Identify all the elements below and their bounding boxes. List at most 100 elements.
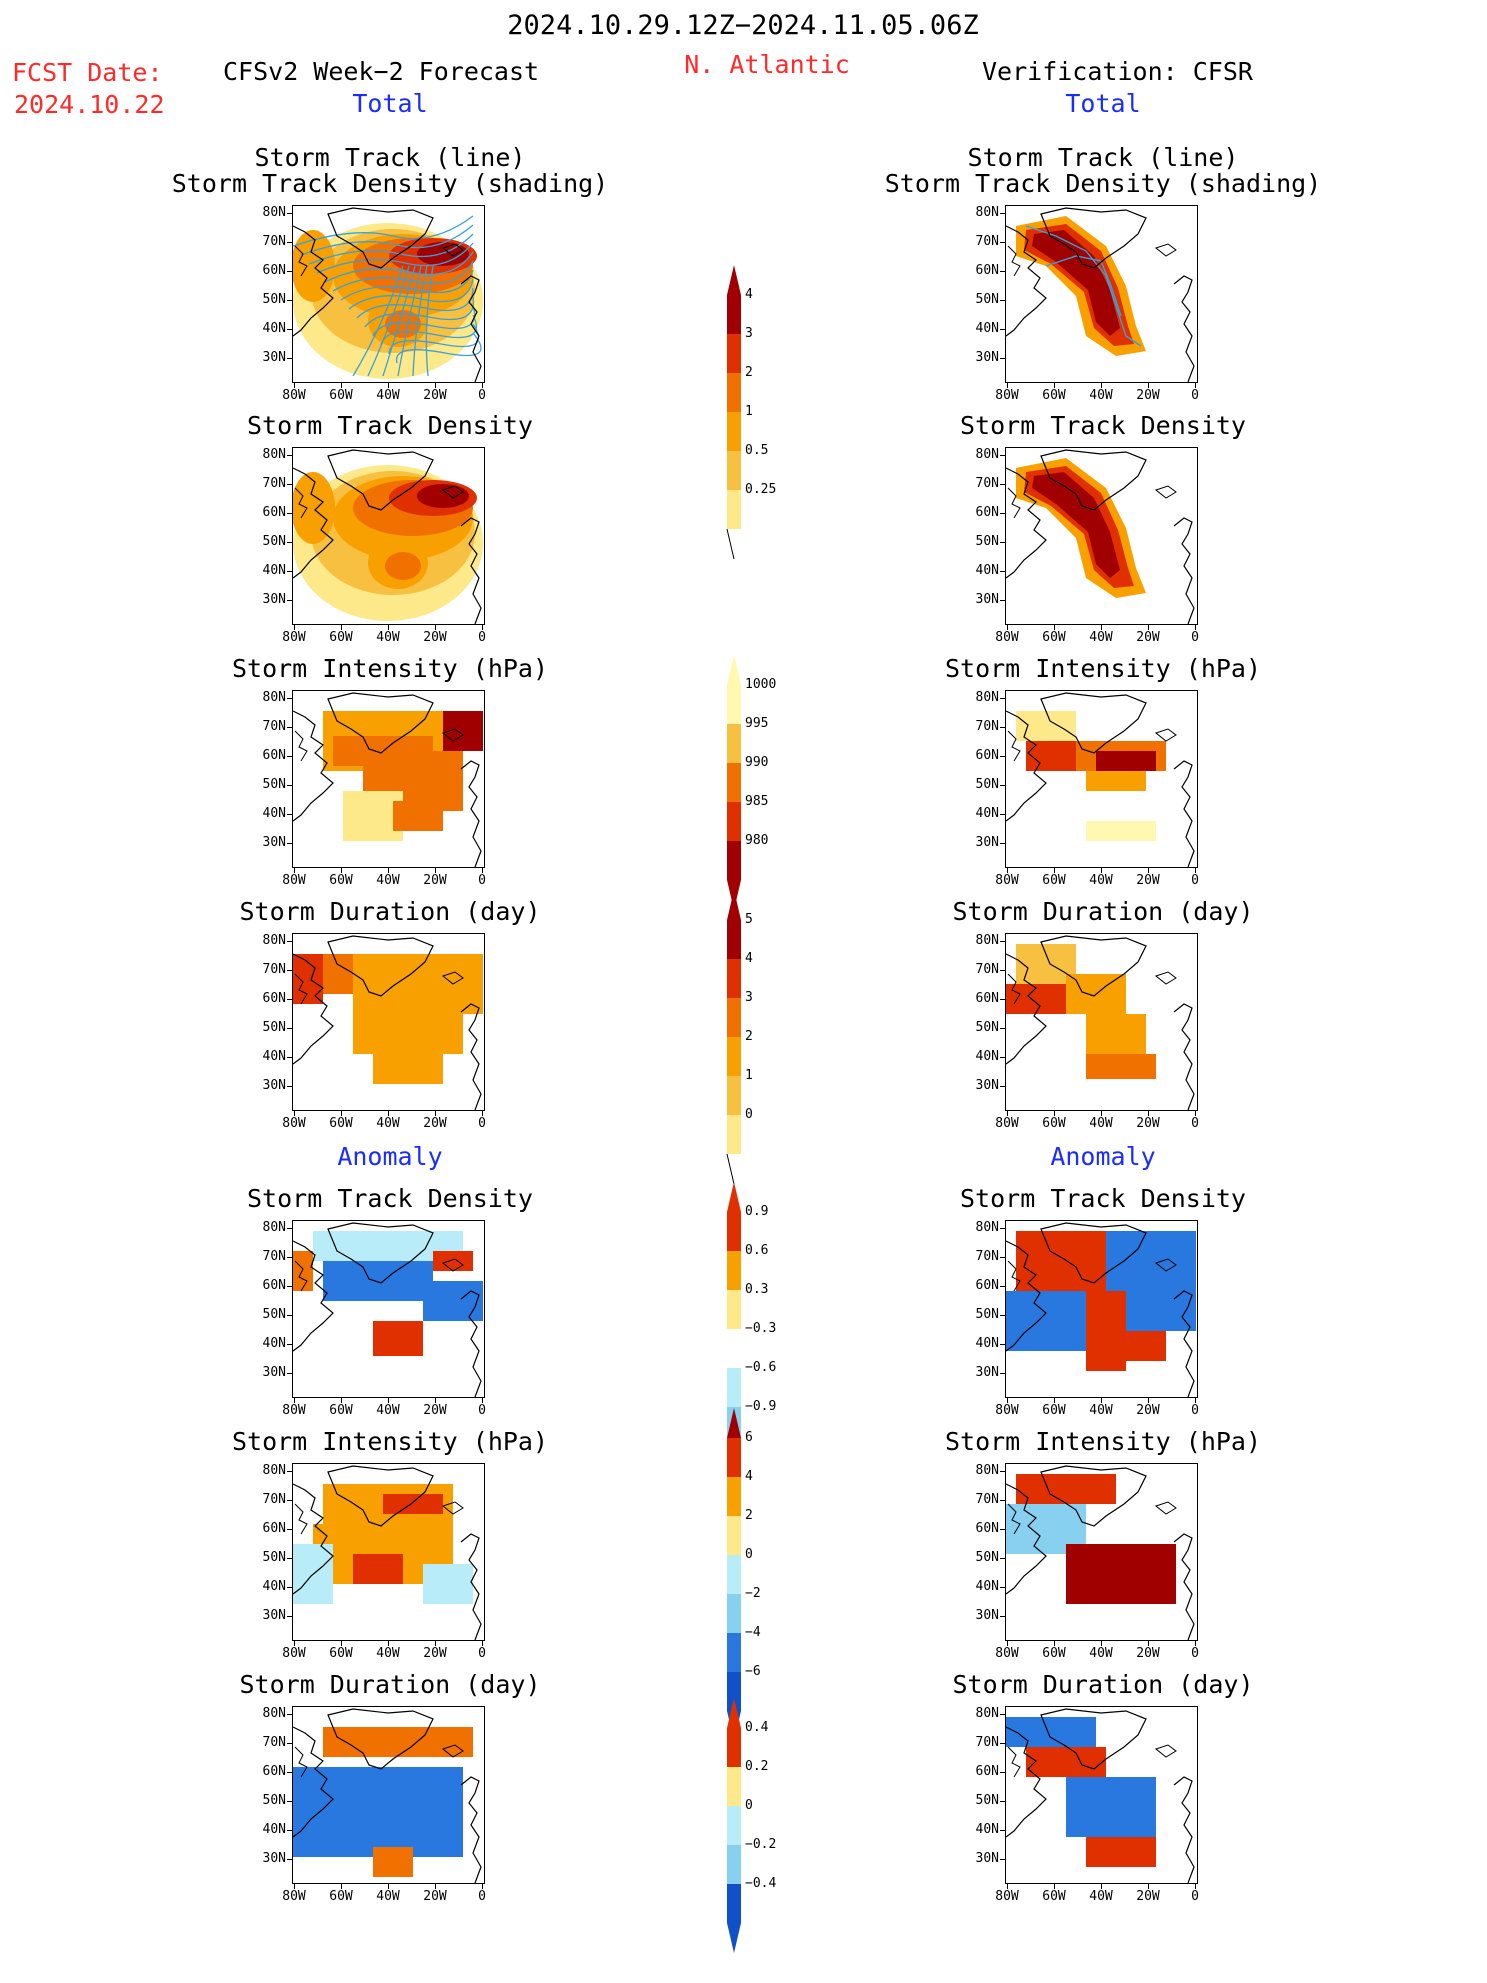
lon-tick bbox=[294, 1398, 295, 1403]
lat-label: 40N bbox=[975, 1822, 999, 1837]
lat-tick bbox=[287, 1529, 292, 1530]
lat-label: 50N bbox=[262, 1307, 286, 1322]
lat-tick bbox=[287, 941, 292, 942]
lon-tick bbox=[435, 868, 436, 873]
colorbar-label: 0.4 bbox=[745, 1720, 769, 1735]
lon-tick bbox=[1148, 868, 1149, 873]
lon-label: 0 bbox=[1191, 1646, 1199, 1661]
lon-tick bbox=[1101, 383, 1102, 388]
verification-anomaly-label: Anomaly bbox=[1050, 1142, 1156, 1171]
lat-tick bbox=[1000, 513, 1005, 514]
forecast-anomaly-label: Anomaly bbox=[337, 1142, 443, 1171]
lon-tick bbox=[482, 625, 483, 630]
lon-label: 60W bbox=[1042, 388, 1066, 403]
lon-tick bbox=[341, 868, 342, 873]
forecast-title: CFSv2 Week−2 Forecast bbox=[223, 57, 540, 86]
lon-tick bbox=[1101, 1884, 1102, 1889]
lat-tick bbox=[287, 1286, 292, 1287]
lon-tick bbox=[1195, 1884, 1196, 1889]
lat-tick bbox=[1000, 1743, 1005, 1744]
lon-tick bbox=[1054, 625, 1055, 630]
lat-tick bbox=[287, 571, 292, 572]
lon-tick bbox=[482, 1398, 483, 1403]
lat-label: 40N bbox=[262, 1822, 286, 1837]
map-field bbox=[293, 692, 483, 867]
lat-label: 50N bbox=[262, 534, 286, 549]
colorbar-density-total bbox=[726, 265, 741, 560]
lon-label: 80W bbox=[995, 873, 1019, 888]
lon-label: 0 bbox=[1191, 388, 1199, 403]
lat-label: 30N bbox=[262, 1365, 286, 1380]
lon-tick bbox=[1054, 1884, 1055, 1889]
lat-label: 40N bbox=[975, 563, 999, 578]
lon-tick bbox=[1054, 868, 1055, 873]
colorbar-label: 0.3 bbox=[745, 1282, 769, 1297]
panel-title: Storm Track Density (shading) bbox=[884, 169, 1322, 198]
lat-tick bbox=[1000, 1714, 1005, 1715]
lon-label: 60W bbox=[329, 388, 353, 403]
lat-label: 60N bbox=[975, 1764, 999, 1779]
lat-tick bbox=[287, 1714, 292, 1715]
lat-tick bbox=[287, 756, 292, 757]
lon-tick bbox=[435, 625, 436, 630]
lon-tick bbox=[341, 625, 342, 630]
lon-tick bbox=[388, 383, 389, 388]
lat-label: 40N bbox=[975, 806, 999, 821]
lon-tick bbox=[388, 1111, 389, 1116]
lat-tick bbox=[1000, 242, 1005, 243]
lon-tick bbox=[435, 1884, 436, 1889]
lat-label: 40N bbox=[975, 1049, 999, 1064]
colorbar-label: 980 bbox=[745, 833, 769, 848]
lon-tick bbox=[1195, 625, 1196, 630]
colorbar-label: −4 bbox=[745, 1625, 761, 1640]
colorbar-label: 0.6 bbox=[745, 1243, 769, 1258]
lon-tick bbox=[1007, 1398, 1008, 1403]
lon-label: 60W bbox=[1042, 1889, 1066, 1904]
lat-tick bbox=[287, 242, 292, 243]
lat-tick bbox=[287, 1772, 292, 1773]
lat-label: 30N bbox=[975, 1078, 999, 1093]
lon-label: 0 bbox=[478, 630, 486, 645]
lat-tick bbox=[1000, 1028, 1005, 1029]
lat-label: 80N bbox=[975, 1706, 999, 1721]
lon-label: 40W bbox=[376, 1889, 400, 1904]
lon-label: 20W bbox=[423, 630, 447, 645]
lat-label: 50N bbox=[262, 1793, 286, 1808]
colorbar-label: −0.9 bbox=[745, 1399, 777, 1414]
lat-label: 40N bbox=[975, 321, 999, 336]
lat-tick bbox=[287, 1471, 292, 1472]
lat-label: 50N bbox=[975, 1307, 999, 1322]
lat-label: 70N bbox=[975, 234, 999, 249]
colorbar-label: 985 bbox=[745, 794, 769, 809]
colorbar-duration-anom bbox=[727, 1698, 741, 1953]
region-label: N. Atlantic bbox=[684, 50, 850, 79]
colorbar-label: 4 bbox=[745, 1469, 753, 1484]
lon-tick bbox=[1054, 383, 1055, 388]
lon-tick bbox=[1148, 1398, 1149, 1403]
lon-tick bbox=[388, 868, 389, 873]
lon-label: 80W bbox=[282, 1116, 306, 1131]
map-field bbox=[1006, 207, 1195, 382]
lat-label: 80N bbox=[262, 1463, 286, 1478]
lat-tick bbox=[287, 300, 292, 301]
lat-label: 30N bbox=[975, 1608, 999, 1623]
lat-tick bbox=[1000, 484, 1005, 485]
lon-tick bbox=[341, 1641, 342, 1646]
lat-label: 50N bbox=[975, 1020, 999, 1035]
map-field bbox=[1006, 1708, 1195, 1883]
map-panel bbox=[292, 447, 485, 625]
lat-tick bbox=[287, 1373, 292, 1374]
colorbar-label: 0 bbox=[745, 1547, 753, 1562]
lat-tick bbox=[1000, 1344, 1005, 1345]
lon-label: 0 bbox=[1191, 1889, 1199, 1904]
map-panel bbox=[292, 1706, 485, 1884]
lat-label: 80N bbox=[975, 933, 999, 948]
lon-label: 20W bbox=[423, 1116, 447, 1131]
lat-label: 50N bbox=[975, 777, 999, 792]
lon-tick bbox=[294, 1111, 295, 1116]
lat-tick bbox=[1000, 1315, 1005, 1316]
lat-tick bbox=[287, 1500, 292, 1501]
lat-label: 60N bbox=[262, 1764, 286, 1779]
panel-title: Storm Intensity (hPa) bbox=[231, 654, 549, 683]
lat-label: 60N bbox=[262, 505, 286, 520]
